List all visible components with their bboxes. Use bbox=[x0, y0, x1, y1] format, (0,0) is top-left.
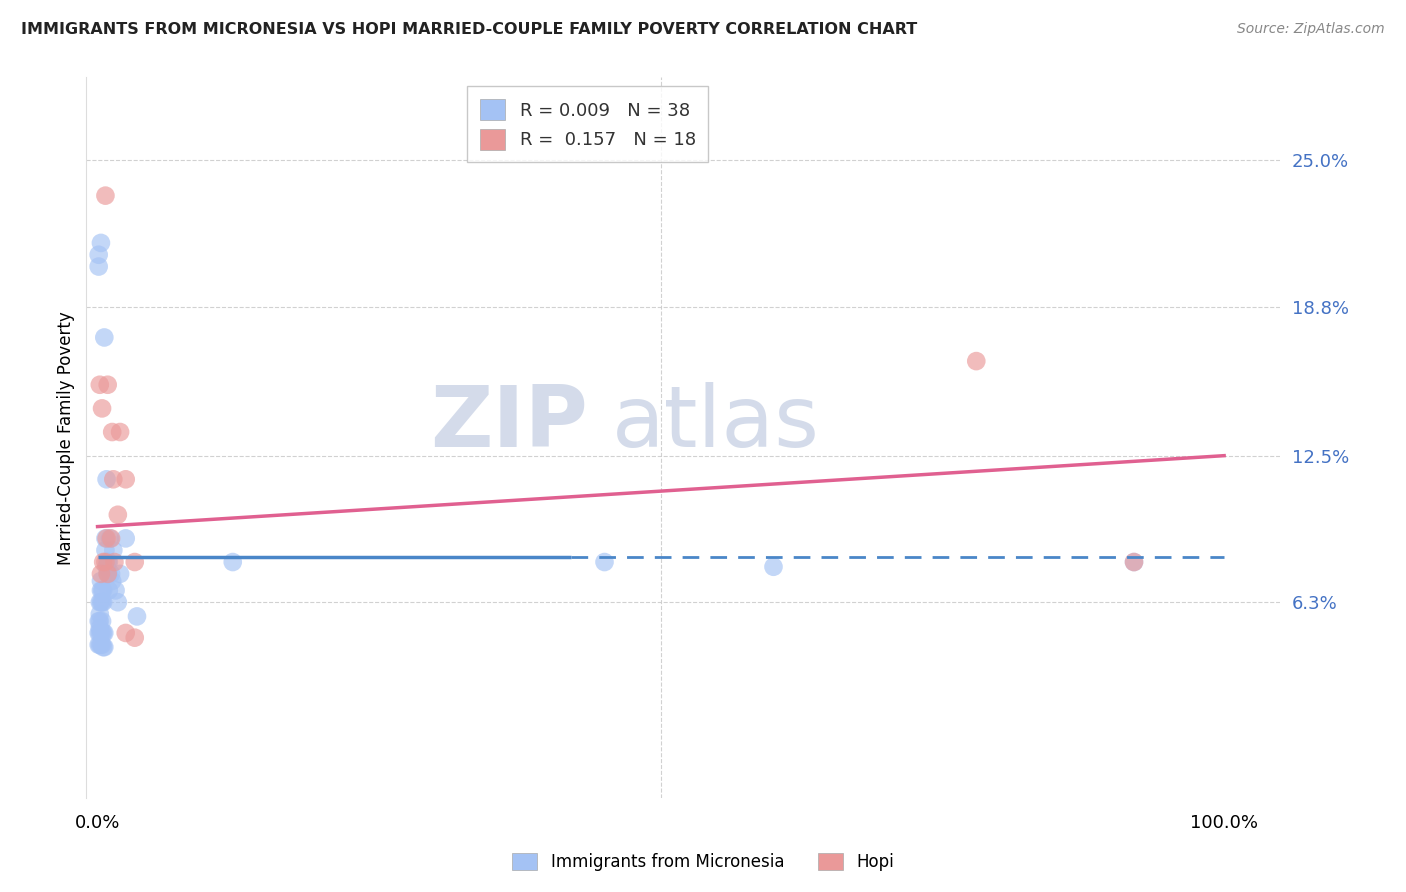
Point bbox=[97, 566, 120, 581]
Point bbox=[91, 583, 114, 598]
Point bbox=[89, 626, 111, 640]
Point bbox=[114, 472, 136, 486]
Point bbox=[101, 425, 124, 439]
Point bbox=[91, 555, 114, 569]
Point bbox=[108, 425, 131, 439]
Point bbox=[90, 626, 112, 640]
Point bbox=[93, 640, 115, 654]
Point bbox=[97, 583, 120, 598]
Point bbox=[91, 595, 114, 609]
Point bbox=[97, 566, 120, 581]
Point bbox=[89, 638, 111, 652]
Point bbox=[93, 330, 115, 344]
Point bbox=[89, 614, 111, 628]
Point bbox=[96, 559, 118, 574]
Point bbox=[965, 354, 987, 368]
Point bbox=[87, 260, 110, 274]
Point bbox=[89, 621, 111, 635]
Point bbox=[104, 583, 127, 598]
Point bbox=[96, 532, 118, 546]
Point bbox=[96, 472, 118, 486]
Point bbox=[94, 555, 117, 569]
Point bbox=[91, 595, 114, 609]
Point bbox=[97, 566, 120, 581]
Point bbox=[93, 626, 115, 640]
Point bbox=[100, 532, 122, 546]
Point bbox=[100, 566, 122, 581]
Point bbox=[103, 472, 125, 486]
Point bbox=[98, 532, 121, 546]
Point bbox=[89, 595, 111, 609]
Point bbox=[124, 631, 146, 645]
Point bbox=[91, 583, 114, 598]
Point bbox=[103, 543, 125, 558]
Point bbox=[90, 638, 112, 652]
Point bbox=[593, 555, 616, 569]
Point bbox=[87, 626, 110, 640]
Point bbox=[87, 248, 110, 262]
Point bbox=[1123, 555, 1146, 569]
Point bbox=[90, 235, 112, 250]
Point bbox=[108, 566, 131, 581]
Point bbox=[103, 555, 125, 569]
Point bbox=[101, 574, 124, 588]
Point bbox=[90, 574, 112, 588]
Point bbox=[222, 555, 245, 569]
Text: IMMIGRANTS FROM MICRONESIA VS HOPI MARRIED-COUPLE FAMILY POVERTY CORRELATION CHA: IMMIGRANTS FROM MICRONESIA VS HOPI MARRI… bbox=[21, 22, 917, 37]
Text: Source: ZipAtlas.com: Source: ZipAtlas.com bbox=[1237, 22, 1385, 37]
Point bbox=[94, 532, 117, 546]
Point bbox=[87, 638, 110, 652]
Point bbox=[1123, 555, 1146, 569]
Text: ZIP: ZIP bbox=[430, 382, 588, 465]
Point bbox=[125, 609, 148, 624]
Point bbox=[90, 583, 112, 598]
Point bbox=[90, 595, 112, 609]
Point bbox=[114, 532, 136, 546]
Point bbox=[94, 543, 117, 558]
Legend: Immigrants from Micronesia, Hopi: Immigrants from Micronesia, Hopi bbox=[503, 845, 903, 880]
Y-axis label: Married-Couple Family Poverty: Married-Couple Family Poverty bbox=[58, 311, 75, 565]
Point bbox=[91, 401, 114, 416]
Point bbox=[762, 559, 785, 574]
Point bbox=[89, 607, 111, 621]
Legend: R = 0.009   N = 38, R =  0.157   N = 18: R = 0.009 N = 38, R = 0.157 N = 18 bbox=[467, 87, 709, 162]
Point bbox=[124, 555, 146, 569]
Point bbox=[87, 614, 110, 628]
Point bbox=[91, 614, 114, 628]
Point bbox=[90, 566, 112, 581]
Text: atlas: atlas bbox=[612, 382, 820, 465]
Point bbox=[89, 377, 111, 392]
Point bbox=[94, 188, 117, 202]
Point bbox=[97, 377, 120, 392]
Point bbox=[97, 555, 120, 569]
Point bbox=[91, 626, 114, 640]
Point bbox=[107, 595, 129, 609]
Point bbox=[107, 508, 129, 522]
Point bbox=[91, 626, 114, 640]
Point bbox=[91, 638, 114, 652]
Point bbox=[114, 626, 136, 640]
Point bbox=[91, 640, 114, 654]
Point bbox=[97, 555, 120, 569]
